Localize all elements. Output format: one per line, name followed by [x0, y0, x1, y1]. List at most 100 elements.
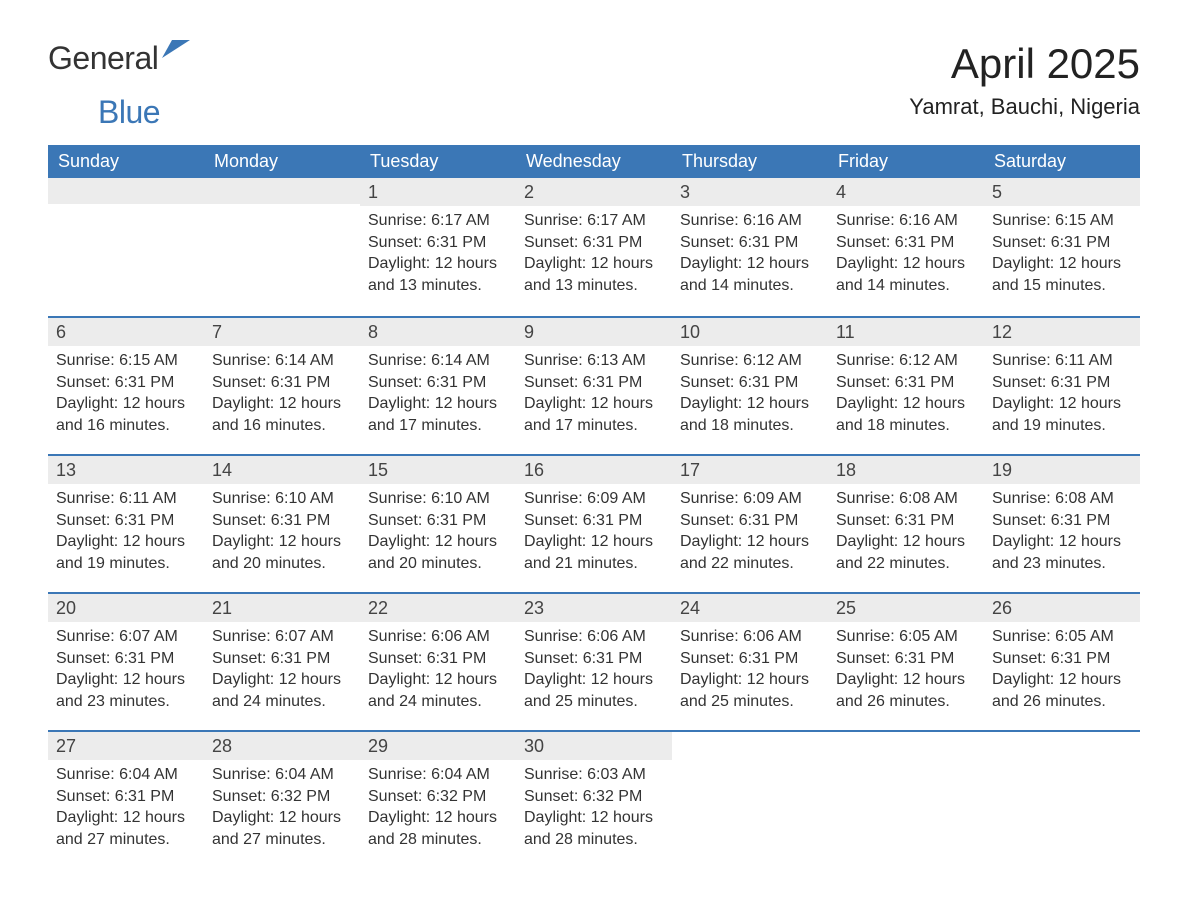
day-cell: 5Sunrise: 6:15 AMSunset: 6:31 PMDaylight…	[984, 178, 1140, 316]
daylight-text: Daylight: 12 hours and 26 minutes.	[836, 669, 976, 712]
daylight-text: Daylight: 12 hours and 18 minutes.	[680, 393, 820, 436]
day-body: Sunrise: 6:06 AMSunset: 6:31 PMDaylight:…	[516, 622, 672, 724]
day-body: Sunrise: 6:13 AMSunset: 6:31 PMDaylight:…	[516, 346, 672, 448]
day-number: 16	[516, 456, 672, 484]
sunrise-text: Sunrise: 6:17 AM	[524, 210, 664, 232]
day-body: Sunrise: 6:16 AMSunset: 6:31 PMDaylight:…	[828, 206, 984, 308]
sunset-text: Sunset: 6:31 PM	[680, 232, 820, 254]
sunset-text: Sunset: 6:31 PM	[836, 510, 976, 532]
logo-word1: General	[48, 40, 158, 77]
day-body: Sunrise: 6:17 AMSunset: 6:31 PMDaylight:…	[360, 206, 516, 308]
day-cell: 29Sunrise: 6:04 AMSunset: 6:32 PMDayligh…	[360, 732, 516, 868]
logo-word2: Blue	[98, 94, 160, 131]
sunrise-text: Sunrise: 6:16 AM	[836, 210, 976, 232]
sunset-text: Sunset: 6:31 PM	[680, 648, 820, 670]
weekday-header: Wednesday	[516, 145, 672, 178]
daylight-text: Daylight: 12 hours and 18 minutes.	[836, 393, 976, 436]
day-body: Sunrise: 6:11 AMSunset: 6:31 PMDaylight:…	[48, 484, 204, 586]
daylight-text: Daylight: 12 hours and 16 minutes.	[56, 393, 196, 436]
day-number: 1	[360, 178, 516, 206]
day-cell: 9Sunrise: 6:13 AMSunset: 6:31 PMDaylight…	[516, 318, 672, 454]
day-body: Sunrise: 6:12 AMSunset: 6:31 PMDaylight:…	[828, 346, 984, 448]
day-number: 9	[516, 318, 672, 346]
logo-flag-icon	[162, 40, 190, 60]
day-cell: 30Sunrise: 6:03 AMSunset: 6:32 PMDayligh…	[516, 732, 672, 868]
day-cell: 17Sunrise: 6:09 AMSunset: 6:31 PMDayligh…	[672, 456, 828, 592]
sunrise-text: Sunrise: 6:08 AM	[836, 488, 976, 510]
day-body: Sunrise: 6:07 AMSunset: 6:31 PMDaylight:…	[204, 622, 360, 724]
daylight-text: Daylight: 12 hours and 17 minutes.	[524, 393, 664, 436]
day-cell: 15Sunrise: 6:10 AMSunset: 6:31 PMDayligh…	[360, 456, 516, 592]
week-row: 1Sunrise: 6:17 AMSunset: 6:31 PMDaylight…	[48, 178, 1140, 316]
sunset-text: Sunset: 6:31 PM	[368, 232, 508, 254]
day-body: Sunrise: 6:05 AMSunset: 6:31 PMDaylight:…	[828, 622, 984, 724]
daylight-text: Daylight: 12 hours and 24 minutes.	[368, 669, 508, 712]
sunrise-text: Sunrise: 6:08 AM	[992, 488, 1132, 510]
day-number: 19	[984, 456, 1140, 484]
sunset-text: Sunset: 6:31 PM	[992, 510, 1132, 532]
day-cell: 6Sunrise: 6:15 AMSunset: 6:31 PMDaylight…	[48, 318, 204, 454]
day-number: 26	[984, 594, 1140, 622]
sunrise-text: Sunrise: 6:06 AM	[368, 626, 508, 648]
daylight-text: Daylight: 12 hours and 25 minutes.	[680, 669, 820, 712]
day-cell: 7Sunrise: 6:14 AMSunset: 6:31 PMDaylight…	[204, 318, 360, 454]
day-body: Sunrise: 6:05 AMSunset: 6:31 PMDaylight:…	[984, 622, 1140, 724]
day-body: Sunrise: 6:16 AMSunset: 6:31 PMDaylight:…	[672, 206, 828, 308]
week-row: 20Sunrise: 6:07 AMSunset: 6:31 PMDayligh…	[48, 592, 1140, 730]
day-cell: 13Sunrise: 6:11 AMSunset: 6:31 PMDayligh…	[48, 456, 204, 592]
day-cell: 10Sunrise: 6:12 AMSunset: 6:31 PMDayligh…	[672, 318, 828, 454]
day-number: 4	[828, 178, 984, 206]
logo: General	[48, 40, 190, 77]
daylight-text: Daylight: 12 hours and 23 minutes.	[992, 531, 1132, 574]
daylight-text: Daylight: 12 hours and 20 minutes.	[368, 531, 508, 574]
day-cell: 4Sunrise: 6:16 AMSunset: 6:31 PMDaylight…	[828, 178, 984, 316]
sunset-text: Sunset: 6:31 PM	[524, 232, 664, 254]
sunset-text: Sunset: 6:31 PM	[836, 232, 976, 254]
weekday-header: Monday	[204, 145, 360, 178]
daylight-text: Daylight: 12 hours and 15 minutes.	[992, 253, 1132, 296]
day-body: Sunrise: 6:14 AMSunset: 6:31 PMDaylight:…	[204, 346, 360, 448]
day-cell: 14Sunrise: 6:10 AMSunset: 6:31 PMDayligh…	[204, 456, 360, 592]
daylight-text: Daylight: 12 hours and 27 minutes.	[56, 807, 196, 850]
sunset-text: Sunset: 6:32 PM	[524, 786, 664, 808]
sunrise-text: Sunrise: 6:06 AM	[524, 626, 664, 648]
location: Yamrat, Bauchi, Nigeria	[909, 94, 1140, 120]
day-cell: 3Sunrise: 6:16 AMSunset: 6:31 PMDaylight…	[672, 178, 828, 316]
sunrise-text: Sunrise: 6:14 AM	[212, 350, 352, 372]
sunrise-text: Sunrise: 6:05 AM	[992, 626, 1132, 648]
day-number: 13	[48, 456, 204, 484]
day-cell: 16Sunrise: 6:09 AMSunset: 6:31 PMDayligh…	[516, 456, 672, 592]
sunset-text: Sunset: 6:31 PM	[992, 232, 1132, 254]
day-body: Sunrise: 6:06 AMSunset: 6:31 PMDaylight:…	[360, 622, 516, 724]
day-number: 7	[204, 318, 360, 346]
sunset-text: Sunset: 6:31 PM	[56, 510, 196, 532]
day-number: 23	[516, 594, 672, 622]
daylight-text: Daylight: 12 hours and 23 minutes.	[56, 669, 196, 712]
day-cell: 23Sunrise: 6:06 AMSunset: 6:31 PMDayligh…	[516, 594, 672, 730]
day-body: Sunrise: 6:04 AMSunset: 6:31 PMDaylight:…	[48, 760, 204, 862]
day-number: 11	[828, 318, 984, 346]
weekday-header: Sunday	[48, 145, 204, 178]
day-cell: 19 Sunrise: 6:08 AMSunset: 6:31 PMDayligh…	[984, 456, 1140, 592]
day-cell	[672, 732, 828, 868]
calendar: SundayMondayTuesdayWednesdayThursdayFrid…	[48, 145, 1140, 868]
daylight-text: Daylight: 12 hours and 21 minutes.	[524, 531, 664, 574]
sunset-text: Sunset: 6:31 PM	[836, 648, 976, 670]
sunset-text: Sunset: 6:32 PM	[212, 786, 352, 808]
day-body: Sunrise: 6:17 AMSunset: 6:31 PMDaylight:…	[516, 206, 672, 308]
daylight-text: Daylight: 12 hours and 27 minutes.	[212, 807, 352, 850]
sunset-text: Sunset: 6:31 PM	[212, 510, 352, 532]
daylight-text: Daylight: 12 hours and 20 minutes.	[212, 531, 352, 574]
sunrise-text: Sunrise: 6:04 AM	[56, 764, 196, 786]
day-number: 22	[360, 594, 516, 622]
weeks-container: 1Sunrise: 6:17 AMSunset: 6:31 PMDaylight…	[48, 178, 1140, 868]
title-block: April 2025 Yamrat, Bauchi, Nigeria	[909, 40, 1140, 120]
weekday-header: Thursday	[672, 145, 828, 178]
day-body: Sunrise: 6:10 AMSunset: 6:31 PMDaylight:…	[360, 484, 516, 586]
week-row: 13Sunrise: 6:11 AMSunset: 6:31 PMDayligh…	[48, 454, 1140, 592]
day-cell	[204, 178, 360, 316]
day-cell: 12Sunrise: 6:11 AMSunset: 6:31 PMDayligh…	[984, 318, 1140, 454]
sunrise-text: Sunrise: 6:06 AM	[680, 626, 820, 648]
day-number: 15	[360, 456, 516, 484]
sunrise-text: Sunrise: 6:15 AM	[56, 350, 196, 372]
